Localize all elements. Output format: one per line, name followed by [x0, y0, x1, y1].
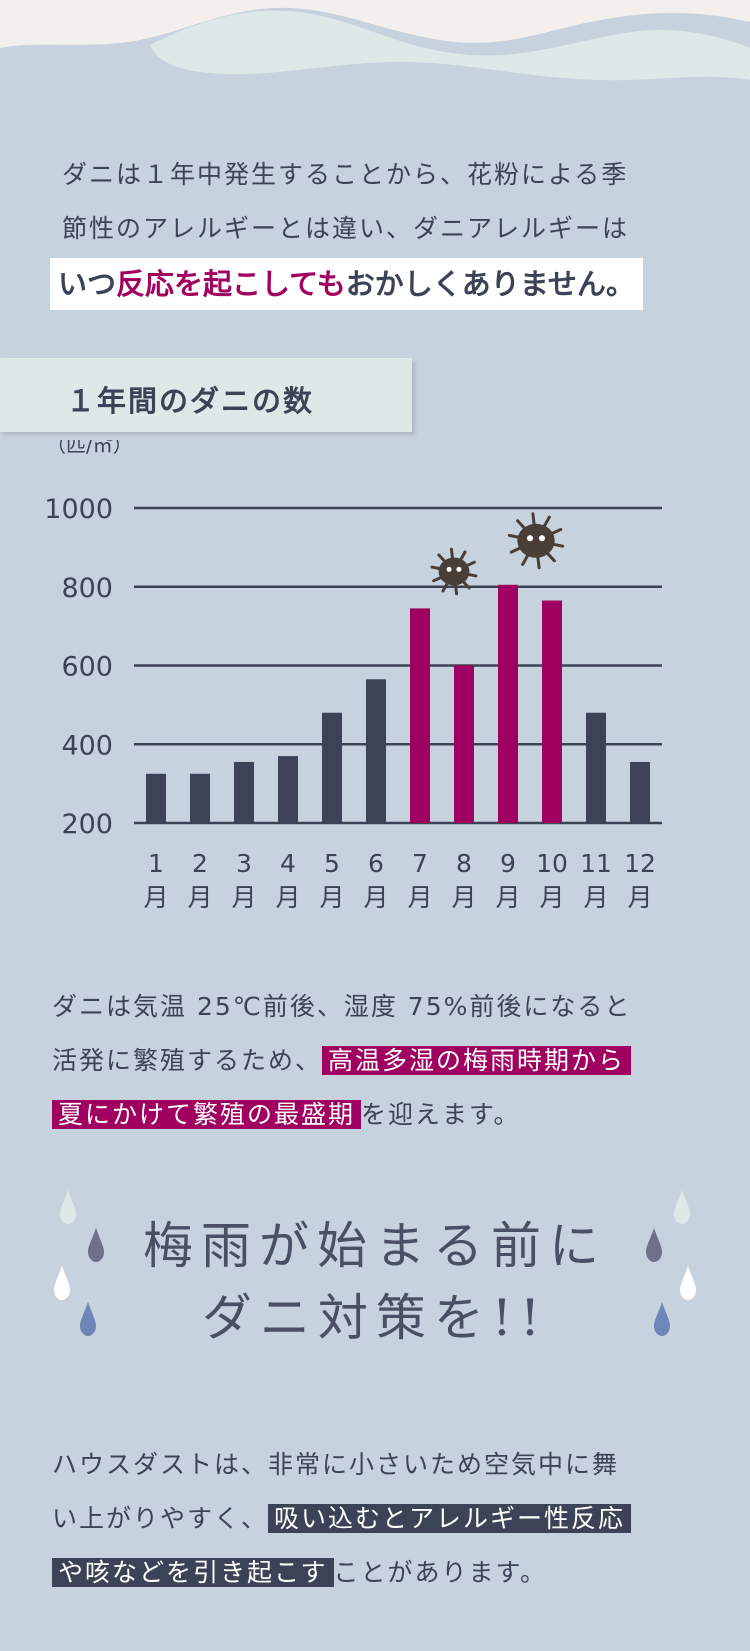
y-tick-label-1000: 1000	[44, 494, 113, 525]
mite-icon	[507, 512, 565, 570]
raindrop-icon	[654, 1302, 670, 1336]
x-tick-month-2: 月	[187, 883, 212, 912]
x-tick-month-9: 月	[495, 883, 520, 912]
raindrop-icon	[646, 1228, 662, 1262]
x-tick-month-8: 月	[451, 883, 476, 912]
top-wave-decoration	[0, 0, 750, 90]
mite-count-chart: （匹/㎡）20040060080010001月2月3月4月5月6月7月8月9月1…	[44, 440, 662, 912]
intro-highlight-accent: 反応を起こしても	[116, 267, 346, 301]
x-tick-label-12: 12	[624, 849, 656, 878]
x-tick-label-6: 6	[368, 849, 384, 878]
raindrop-icon	[80, 1302, 96, 1336]
raindrop-icon	[680, 1266, 696, 1300]
breeding-line-3-text: を迎えます。	[361, 1100, 521, 1129]
house-dust-highlight-2: や咳などを引き起こす	[52, 1558, 334, 1587]
y-axis-unit-label: （匹/㎡）	[46, 440, 133, 457]
x-tick-month-4: 月	[275, 883, 300, 912]
slogan: 梅雨が始まる前に ダニ対策を!!	[0, 1210, 750, 1354]
intro-highlight-box: いつ反応を起こしてもおかしくありません。	[50, 258, 643, 310]
x-tick-month-10: 月	[539, 883, 564, 912]
house-dust-line-2-text: い上がりやすく、	[52, 1504, 269, 1533]
intro-line-2: 節性のアレルギーとは違い、ダニアレルギーは	[62, 214, 630, 243]
y-tick-label-600: 600	[61, 652, 113, 683]
house-dust-line-1: ハウスダストは、非常に小さいため空気中に舞	[52, 1450, 620, 1479]
x-tick-label-10: 10	[536, 849, 568, 878]
x-tick-label-2: 2	[192, 849, 208, 878]
bar-month-9	[498, 584, 518, 823]
house-dust-highlight-1: 吸い込むとアレルギー性反応	[268, 1504, 632, 1533]
house-dust-line-3-text: ことがあります。	[333, 1558, 548, 1587]
x-tick-label-9: 9	[500, 849, 516, 878]
y-tick-label-400: 400	[61, 730, 113, 761]
raindrop-icon	[674, 1190, 690, 1224]
breeding-line-3: 夏にかけて繁殖の最盛期 を迎えます。	[52, 1088, 712, 1142]
house-dust-text: ハウスダストは、非常に小さいため空気中に舞 い上がりやすく、 吸い込むとアレルギー…	[52, 1438, 718, 1600]
x-tick-month-3: 月	[231, 883, 256, 912]
x-tick-month-6: 月	[363, 883, 388, 912]
intro-text: ダニは１年中発生することから、花粉による季 節性のアレルギーとは違い、ダニアレル…	[50, 148, 710, 313]
breeding-line-2-text: 活発に繁殖するため、	[52, 1046, 323, 1075]
breeding-text: ダニは気温 25℃前後、湿度 75%前後になると 活発に繁殖するため、 高温多湿の…	[52, 980, 712, 1142]
slogan-line-2: ダニ対策を!!	[201, 1289, 549, 1347]
section-tab: １年間のダニの数	[0, 358, 412, 432]
bar-month-5	[322, 712, 342, 823]
bar-month-4	[278, 756, 298, 823]
bar-month-12	[630, 761, 650, 823]
bar-month-8	[454, 665, 474, 823]
bar-month-1	[146, 773, 166, 823]
raindrop-icon	[60, 1190, 76, 1224]
x-tick-month-1: 月	[143, 883, 168, 912]
house-dust-line-2: い上がりやすく、 吸い込むとアレルギー性反応	[52, 1492, 718, 1546]
slogan-line-1: 梅雨が始まる前に	[143, 1217, 607, 1275]
mite-icon	[430, 547, 478, 596]
section-title: １年間のダニの数	[66, 384, 315, 418]
breeding-line-2: 活発に繁殖するため、 高温多湿の梅雨時期から	[52, 1034, 712, 1088]
x-tick-label-11: 11	[580, 849, 612, 878]
x-tick-label-7: 7	[412, 849, 428, 878]
raindrop-icon	[54, 1266, 70, 1300]
breeding-highlight-1: 高温多湿の梅雨時期から	[322, 1046, 632, 1075]
bar-month-7	[410, 608, 430, 823]
house-dust-line-3: や咳などを引き起こす ことがあります。	[52, 1546, 718, 1600]
bar-month-2	[190, 773, 210, 823]
x-tick-label-1: 1	[148, 849, 164, 878]
y-tick-label-800: 800	[61, 573, 113, 604]
breeding-highlight-2: 夏にかけて繁殖の最盛期	[52, 1100, 362, 1129]
bar-month-11	[586, 712, 606, 823]
x-tick-label-3: 3	[236, 849, 252, 878]
x-tick-month-7: 月	[407, 883, 432, 912]
intro-highlight-post: おかしくありません。	[345, 267, 635, 301]
breeding-line-1: ダニは気温 25℃前後、湿度 75%前後になると	[52, 992, 632, 1021]
bar-month-10	[542, 600, 562, 823]
bar-month-3	[234, 761, 254, 823]
y-tick-label-200: 200	[61, 809, 113, 840]
x-tick-label-5: 5	[324, 849, 340, 878]
intro-line-1: ダニは１年中発生することから、花粉による季	[62, 160, 629, 189]
x-tick-label-8: 8	[456, 849, 472, 878]
raindrop-icon	[88, 1228, 104, 1262]
bar-month-6	[366, 679, 386, 823]
intro-highlight-pre: いつ	[58, 267, 117, 301]
raindrop-icon-group-left	[54, 1190, 104, 1336]
x-tick-month-12: 月	[627, 883, 652, 912]
raindrop-icon-group-right	[646, 1190, 696, 1336]
x-tick-label-4: 4	[280, 849, 296, 878]
x-tick-month-11: 月	[583, 883, 608, 912]
x-tick-month-5: 月	[319, 883, 344, 912]
